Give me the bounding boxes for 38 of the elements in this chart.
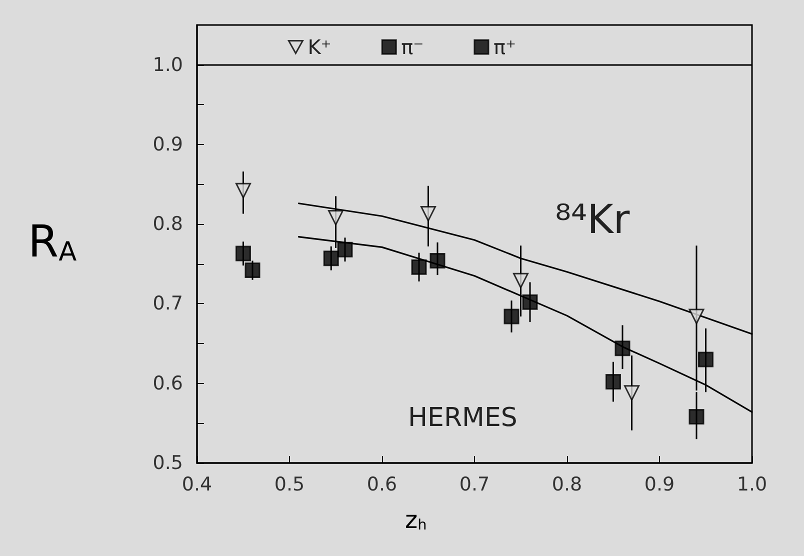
x-tick-label: 0.9 xyxy=(644,474,675,496)
point xyxy=(624,385,640,401)
point xyxy=(328,210,344,226)
point xyxy=(522,294,538,310)
y-tick-label: 0.8 xyxy=(152,213,183,236)
x-tick-label: 0.7 xyxy=(459,474,490,496)
legend-label: π⁻ xyxy=(401,35,424,59)
point xyxy=(420,206,436,222)
point xyxy=(411,259,427,275)
annotation: HERMES xyxy=(408,403,518,433)
y-tick-label: 0.9 xyxy=(152,133,183,156)
point xyxy=(698,352,714,368)
point xyxy=(688,308,704,324)
x-tick-label: 0.5 xyxy=(274,474,305,496)
x-tick-label: 0.6 xyxy=(366,474,398,496)
point xyxy=(236,182,251,198)
y-tick-label: 0.5 xyxy=(152,452,183,474)
y-axis-title: RA xyxy=(28,216,77,268)
point xyxy=(513,272,528,288)
point xyxy=(614,340,630,356)
point xyxy=(688,409,704,425)
x-tick-label: 0.8 xyxy=(552,474,582,496)
annotation: ⁸⁴Kr xyxy=(555,197,630,243)
legend-label: π⁺ xyxy=(493,35,516,59)
point xyxy=(323,250,339,266)
point xyxy=(337,242,353,258)
y-tick-label: 0.6 xyxy=(152,372,183,394)
y-tick-label: 0.7 xyxy=(152,292,183,315)
point xyxy=(504,308,520,324)
point xyxy=(606,374,621,390)
point xyxy=(430,252,446,268)
y-tick-label: 1.0 xyxy=(152,54,183,76)
x-tick-label: 1.0 xyxy=(736,474,768,496)
x-tick-label: 0.4 xyxy=(182,474,212,496)
point xyxy=(236,246,251,262)
x-axis-title: zh xyxy=(405,506,427,534)
point xyxy=(244,262,260,278)
legend-label: K⁺ xyxy=(308,35,332,59)
